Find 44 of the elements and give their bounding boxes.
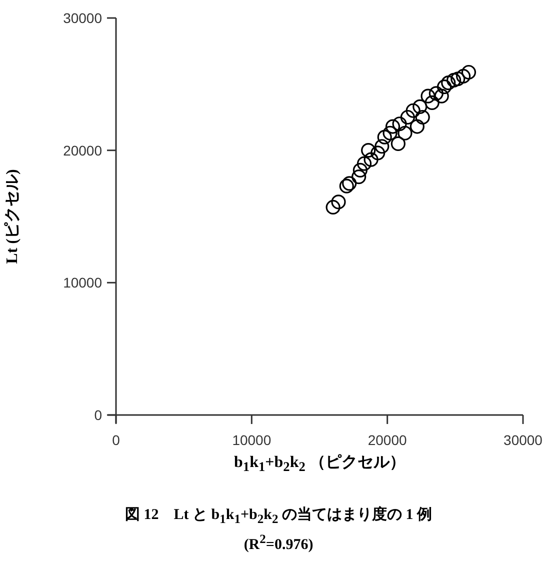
point bbox=[420, 88, 436, 104]
x-tick-label: 30000 bbox=[504, 432, 543, 448]
point bbox=[339, 178, 354, 194]
point bbox=[400, 110, 415, 125]
text: (R$^{2}$=0.976) bbox=[242, 532, 314, 554]
y-tick-label: 20000 bbox=[63, 142, 102, 158]
point bbox=[428, 86, 444, 101]
point bbox=[331, 194, 346, 210]
point bbox=[356, 156, 372, 171]
point bbox=[456, 68, 471, 84]
text: b$_{1}$k$_{1}$+b$_{2}$k$_{2}$ （ピクセル） bbox=[234, 454, 406, 474]
point bbox=[370, 146, 386, 160]
point bbox=[374, 139, 390, 154]
point bbox=[390, 136, 406, 152]
point bbox=[326, 200, 340, 215]
chart-title: 図 12 Lt と b$_{1}$k$_{1}$+b$_{2}$k$_{2}$ の当てはまり度の 1 例 bbox=[125, 507, 432, 526]
point bbox=[392, 116, 407, 132]
point bbox=[385, 119, 400, 134]
y-tick-label: 0 bbox=[94, 407, 102, 423]
point bbox=[410, 119, 424, 134]
point bbox=[352, 162, 368, 178]
x-tick-label: 10000 bbox=[232, 432, 272, 448]
point bbox=[382, 126, 398, 140]
x-tick-label: 20000 bbox=[368, 432, 408, 448]
point bbox=[461, 64, 476, 80]
point bbox=[364, 152, 378, 167]
point bbox=[352, 170, 366, 184]
x-tick-label: 0 bbox=[112, 432, 120, 448]
y-tick-label: 30000 bbox=[63, 10, 102, 26]
y-axis-title: Lt (ピクセル) bbox=[2, 169, 22, 264]
point bbox=[398, 126, 412, 140]
point bbox=[412, 99, 428, 114]
point bbox=[437, 80, 452, 94]
point bbox=[406, 103, 420, 118]
point bbox=[441, 76, 456, 90]
y-tick-label: 10000 bbox=[63, 274, 102, 291]
point bbox=[377, 130, 392, 144]
point bbox=[450, 72, 466, 86]
point bbox=[434, 88, 449, 104]
point bbox=[446, 72, 462, 88]
point bbox=[424, 95, 440, 110]
point bbox=[342, 176, 357, 191]
point bbox=[361, 143, 376, 158]
point bbox=[415, 110, 430, 125]
